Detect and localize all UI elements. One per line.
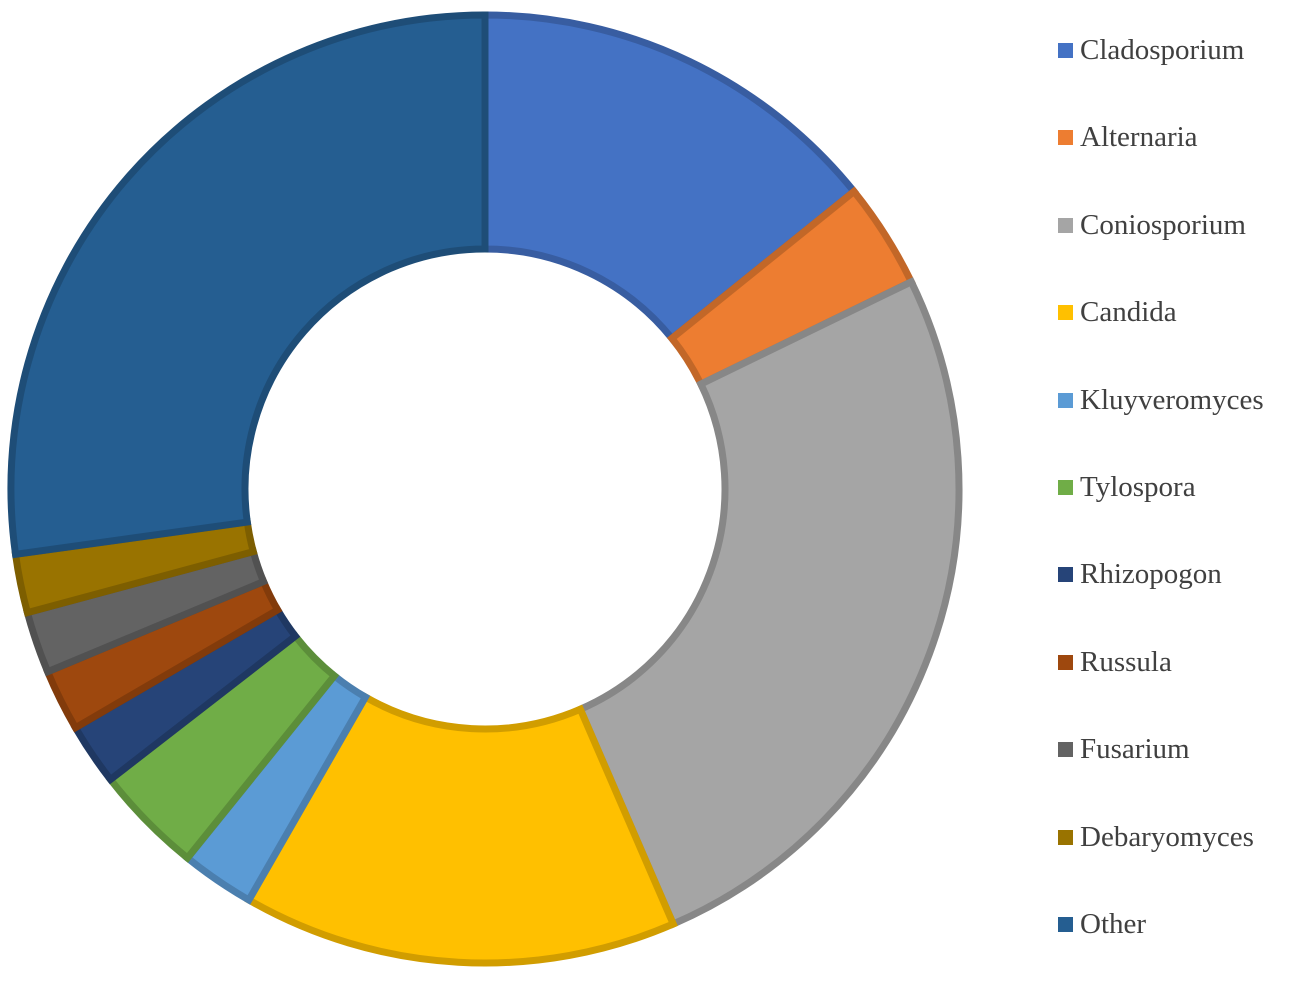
legend-item-kluyveromyces: Kluyveromyces: [1058, 380, 1298, 467]
legend-item-cladosporium: Cladosporium: [1058, 30, 1298, 117]
legend-label: Tylospora: [1080, 470, 1196, 503]
legend-label: Russula: [1080, 645, 1172, 678]
legend-label: Debaryomyces: [1080, 820, 1254, 853]
legend-label: Cladosporium: [1080, 34, 1245, 66]
legend-label: Alternaria: [1080, 121, 1198, 154]
legend-item-fusarium: Fusarium: [1058, 729, 1298, 816]
legend-label: Other: [1080, 907, 1147, 940]
legend-swatch: [1058, 392, 1073, 408]
legend-label: Kluyveromyces: [1080, 383, 1264, 416]
legend-swatch: [1058, 43, 1073, 58]
donut-plot: [7, 11, 963, 967]
legend-swatch: [1058, 829, 1073, 845]
legend-label: Coniosporium: [1080, 208, 1246, 241]
legend-swatch: [1058, 479, 1073, 495]
slice-coniosporium: [575, 277, 963, 929]
legend-item-rhizopogon: Rhizopogon: [1058, 554, 1298, 641]
legend-swatch: [1058, 654, 1073, 670]
legend-swatch: [1058, 742, 1073, 758]
legend-label: Fusarium: [1080, 733, 1190, 766]
slice-cladosporium: [481, 11, 859, 344]
legend-label: Candida: [1080, 296, 1177, 329]
legend-swatch: [1058, 305, 1073, 321]
legend-item-coniosporium: Coniosporium: [1058, 205, 1298, 292]
legend-item-candida: Candida: [1058, 292, 1298, 379]
chart-legend: Cladosporium Alternaria Coniosporium Candid…: [1058, 30, 1298, 991]
legend-swatch: [1058, 567, 1073, 583]
legend-label: Rhizopogon: [1080, 558, 1222, 591]
legend-item-alternaria: Alternaria: [1058, 117, 1298, 204]
legend-swatch: [1058, 130, 1073, 146]
legend-swatch: [1058, 217, 1073, 233]
legend-swatch: [1058, 916, 1073, 932]
legend-item-other: Other: [1058, 904, 1298, 991]
slice-other: [7, 11, 489, 559]
legend-item-russula: Russula: [1058, 642, 1298, 729]
legend-item-tylospora: Tylospora: [1058, 467, 1298, 554]
legend-item-debaryomyces: Debaryomyces: [1058, 817, 1298, 904]
slice-candida: [244, 692, 678, 967]
